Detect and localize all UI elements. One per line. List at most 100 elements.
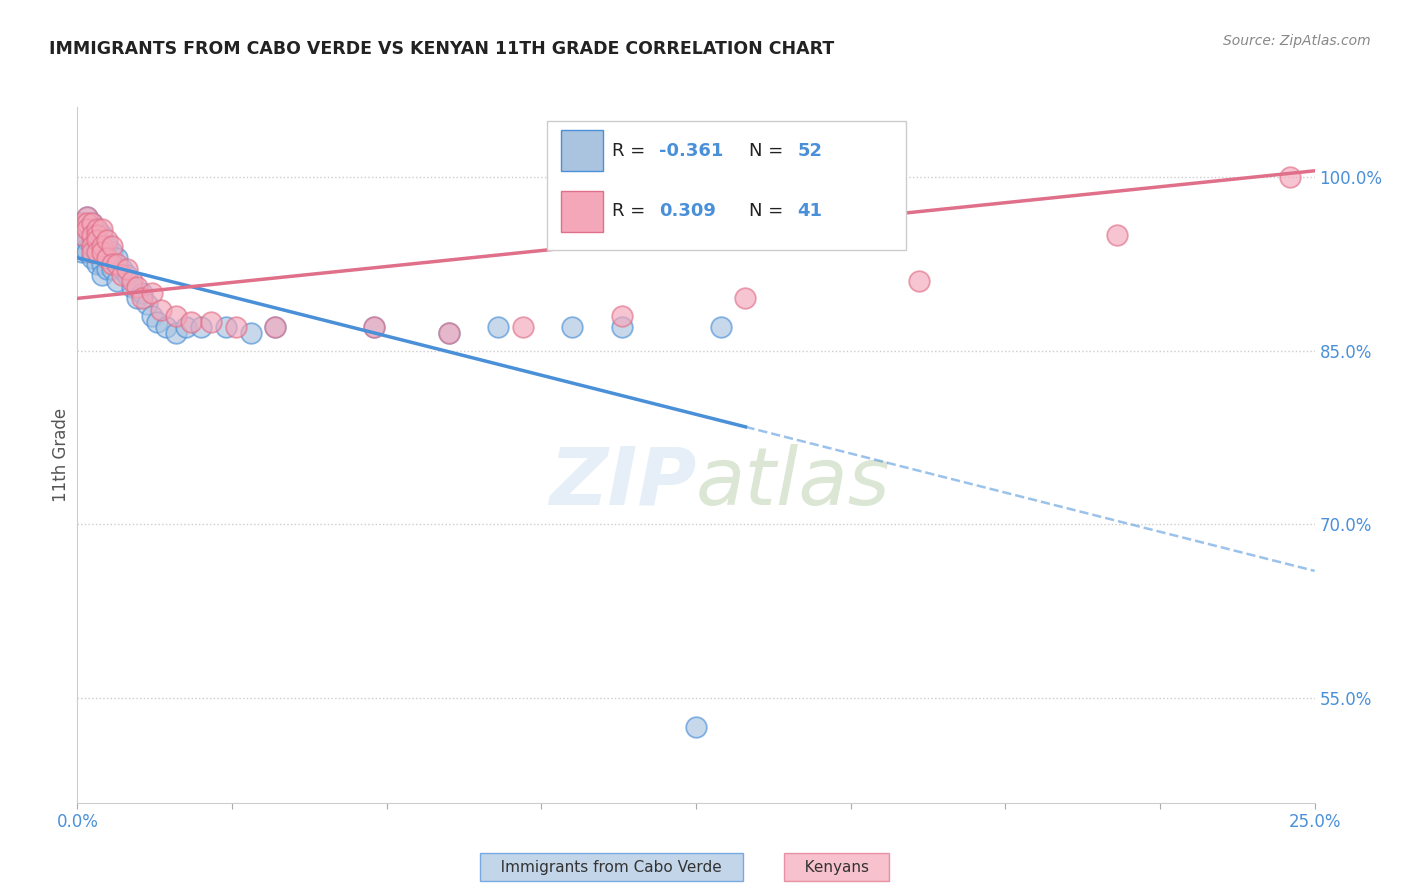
Point	[1278, 169, 1301, 184]
Point	[145, 315, 167, 329]
Point	[125, 280, 148, 294]
Point	[72, 227, 94, 242]
Point	[82, 227, 104, 242]
Point	[96, 251, 118, 265]
Point	[72, 216, 94, 230]
Text: Kenyans: Kenyans	[790, 860, 883, 874]
Point	[101, 257, 124, 271]
Text: 52: 52	[797, 142, 823, 160]
Point	[86, 244, 108, 259]
Point	[155, 320, 177, 334]
Point	[121, 280, 143, 294]
Point	[86, 257, 108, 271]
Point	[363, 320, 385, 334]
Point	[76, 227, 98, 242]
FancyBboxPatch shape	[561, 191, 603, 232]
Point	[72, 216, 94, 230]
Point	[561, 320, 583, 334]
Point	[86, 227, 108, 242]
Point	[76, 216, 98, 230]
Point	[363, 320, 385, 334]
Point	[76, 222, 98, 236]
Text: Immigrants from Cabo Verde: Immigrants from Cabo Verde	[486, 860, 737, 874]
Point	[685, 721, 707, 735]
Point	[121, 274, 143, 288]
Point	[710, 320, 733, 334]
Point	[76, 222, 98, 236]
Point	[72, 244, 94, 259]
Point	[610, 309, 633, 323]
Point	[1105, 227, 1128, 242]
Point	[76, 211, 98, 225]
Point	[91, 244, 114, 259]
Text: R =: R =	[612, 202, 651, 220]
FancyBboxPatch shape	[547, 121, 907, 250]
Point	[96, 233, 118, 247]
Point	[82, 251, 104, 265]
Point	[82, 244, 104, 259]
Point	[91, 239, 114, 253]
Point	[437, 326, 460, 341]
Text: atlas: atlas	[696, 443, 891, 522]
Point	[125, 291, 148, 305]
Point	[86, 233, 108, 247]
Point	[264, 320, 287, 334]
Point	[141, 309, 163, 323]
Point	[486, 320, 509, 334]
Point	[225, 320, 247, 334]
Point	[150, 303, 173, 318]
Point	[86, 222, 108, 236]
Point	[91, 257, 114, 271]
Point	[111, 262, 134, 277]
Point	[111, 268, 134, 282]
Point	[131, 285, 153, 300]
Point	[135, 297, 157, 311]
Point	[86, 233, 108, 247]
Point	[141, 285, 163, 300]
Point	[907, 274, 929, 288]
Point	[86, 222, 108, 236]
Text: N =: N =	[749, 142, 789, 160]
Point	[86, 244, 108, 259]
Point	[105, 257, 128, 271]
Point	[734, 291, 756, 305]
Text: 0.309: 0.309	[659, 202, 716, 220]
Point	[82, 216, 104, 230]
Point	[101, 262, 124, 277]
Point	[610, 320, 633, 334]
Point	[131, 291, 153, 305]
Point	[174, 320, 197, 334]
Point	[96, 251, 118, 265]
Point	[91, 227, 114, 242]
Point	[101, 239, 124, 253]
Point	[437, 326, 460, 341]
Point	[215, 320, 238, 334]
Point	[82, 222, 104, 236]
Point	[180, 315, 202, 329]
Point	[115, 268, 138, 282]
Point	[239, 326, 262, 341]
Point	[115, 262, 138, 277]
Text: ZIP: ZIP	[548, 443, 696, 522]
Point	[190, 320, 212, 334]
Text: IMMIGRANTS FROM CABO VERDE VS KENYAN 11TH GRADE CORRELATION CHART: IMMIGRANTS FROM CABO VERDE VS KENYAN 11T…	[49, 40, 834, 58]
Point	[101, 244, 124, 259]
Point	[82, 216, 104, 230]
Point	[72, 227, 94, 242]
Point	[512, 320, 534, 334]
FancyBboxPatch shape	[561, 130, 603, 171]
Point	[165, 309, 187, 323]
Point	[76, 211, 98, 225]
Point	[91, 268, 114, 282]
Text: Source: ZipAtlas.com: Source: ZipAtlas.com	[1223, 34, 1371, 48]
Text: R =: R =	[612, 142, 651, 160]
Point	[72, 239, 94, 253]
Point	[264, 320, 287, 334]
Point	[82, 239, 104, 253]
Point	[96, 262, 118, 277]
Point	[165, 326, 187, 341]
Point	[91, 222, 114, 236]
Point	[91, 244, 114, 259]
Y-axis label: 11th Grade: 11th Grade	[52, 408, 70, 502]
Point	[105, 274, 128, 288]
